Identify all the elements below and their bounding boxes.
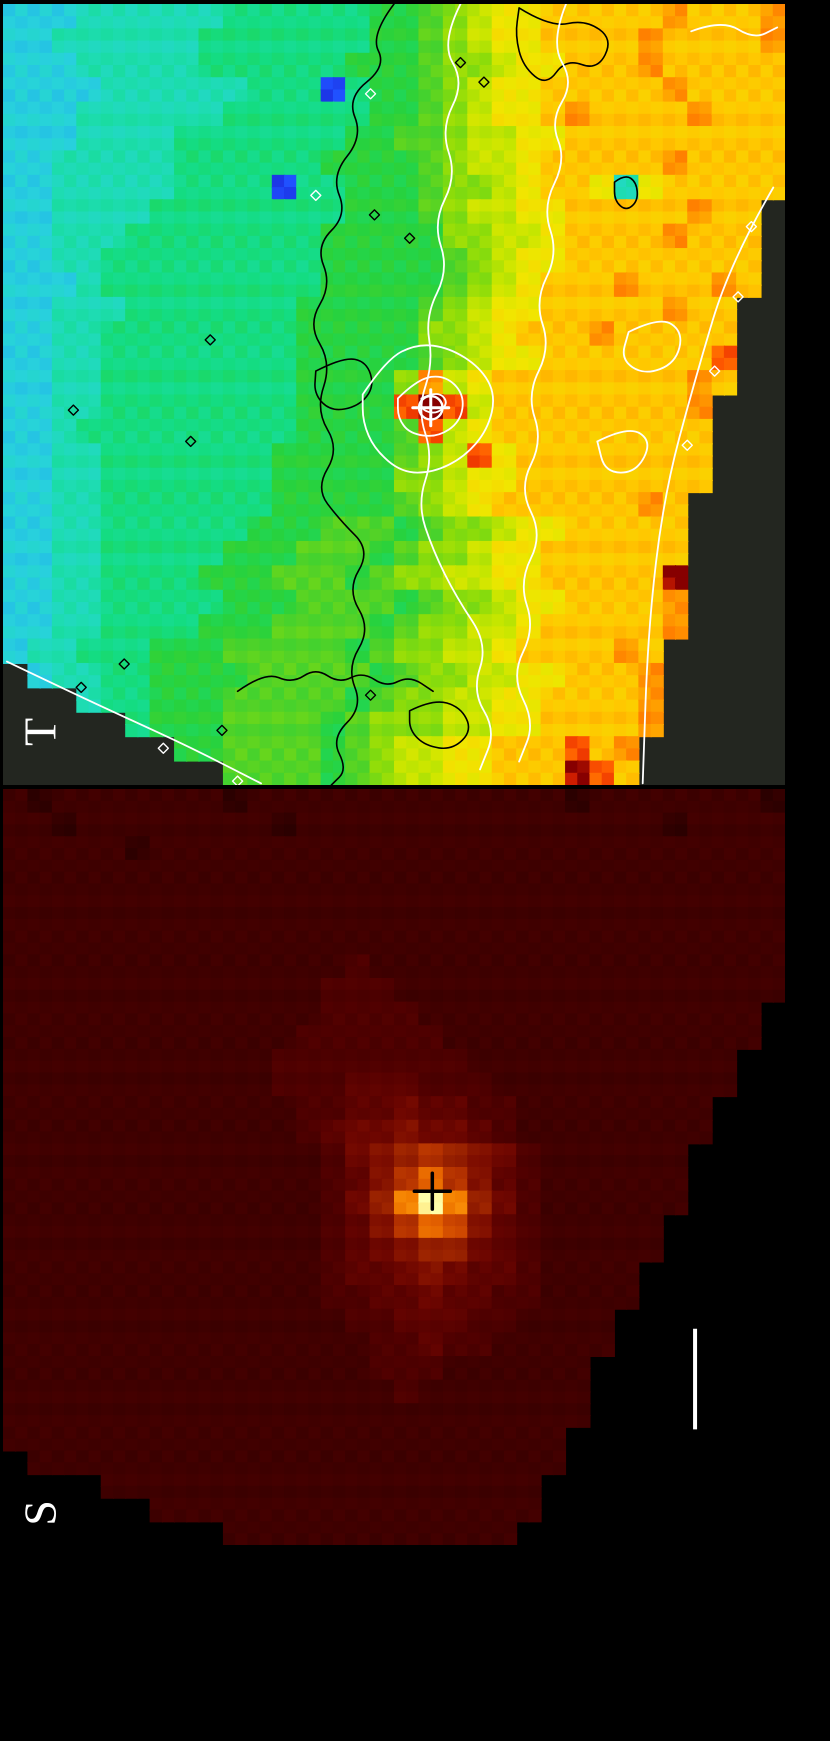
bottom-overlay	[412, 1171, 698, 1430]
bottom-map-panel: S	[3, 789, 785, 1545]
top-panel-label: T	[14, 717, 66, 746]
top-map-panel: T	[3, 4, 785, 785]
top-contour-overlay	[6, 4, 779, 785]
bottom-heatmap-canvas	[3, 789, 785, 1545]
bottom-panel-label: S	[14, 1500, 66, 1527]
top-heatmap-canvas	[3, 4, 785, 785]
peak-circle-marker	[417, 394, 444, 421]
